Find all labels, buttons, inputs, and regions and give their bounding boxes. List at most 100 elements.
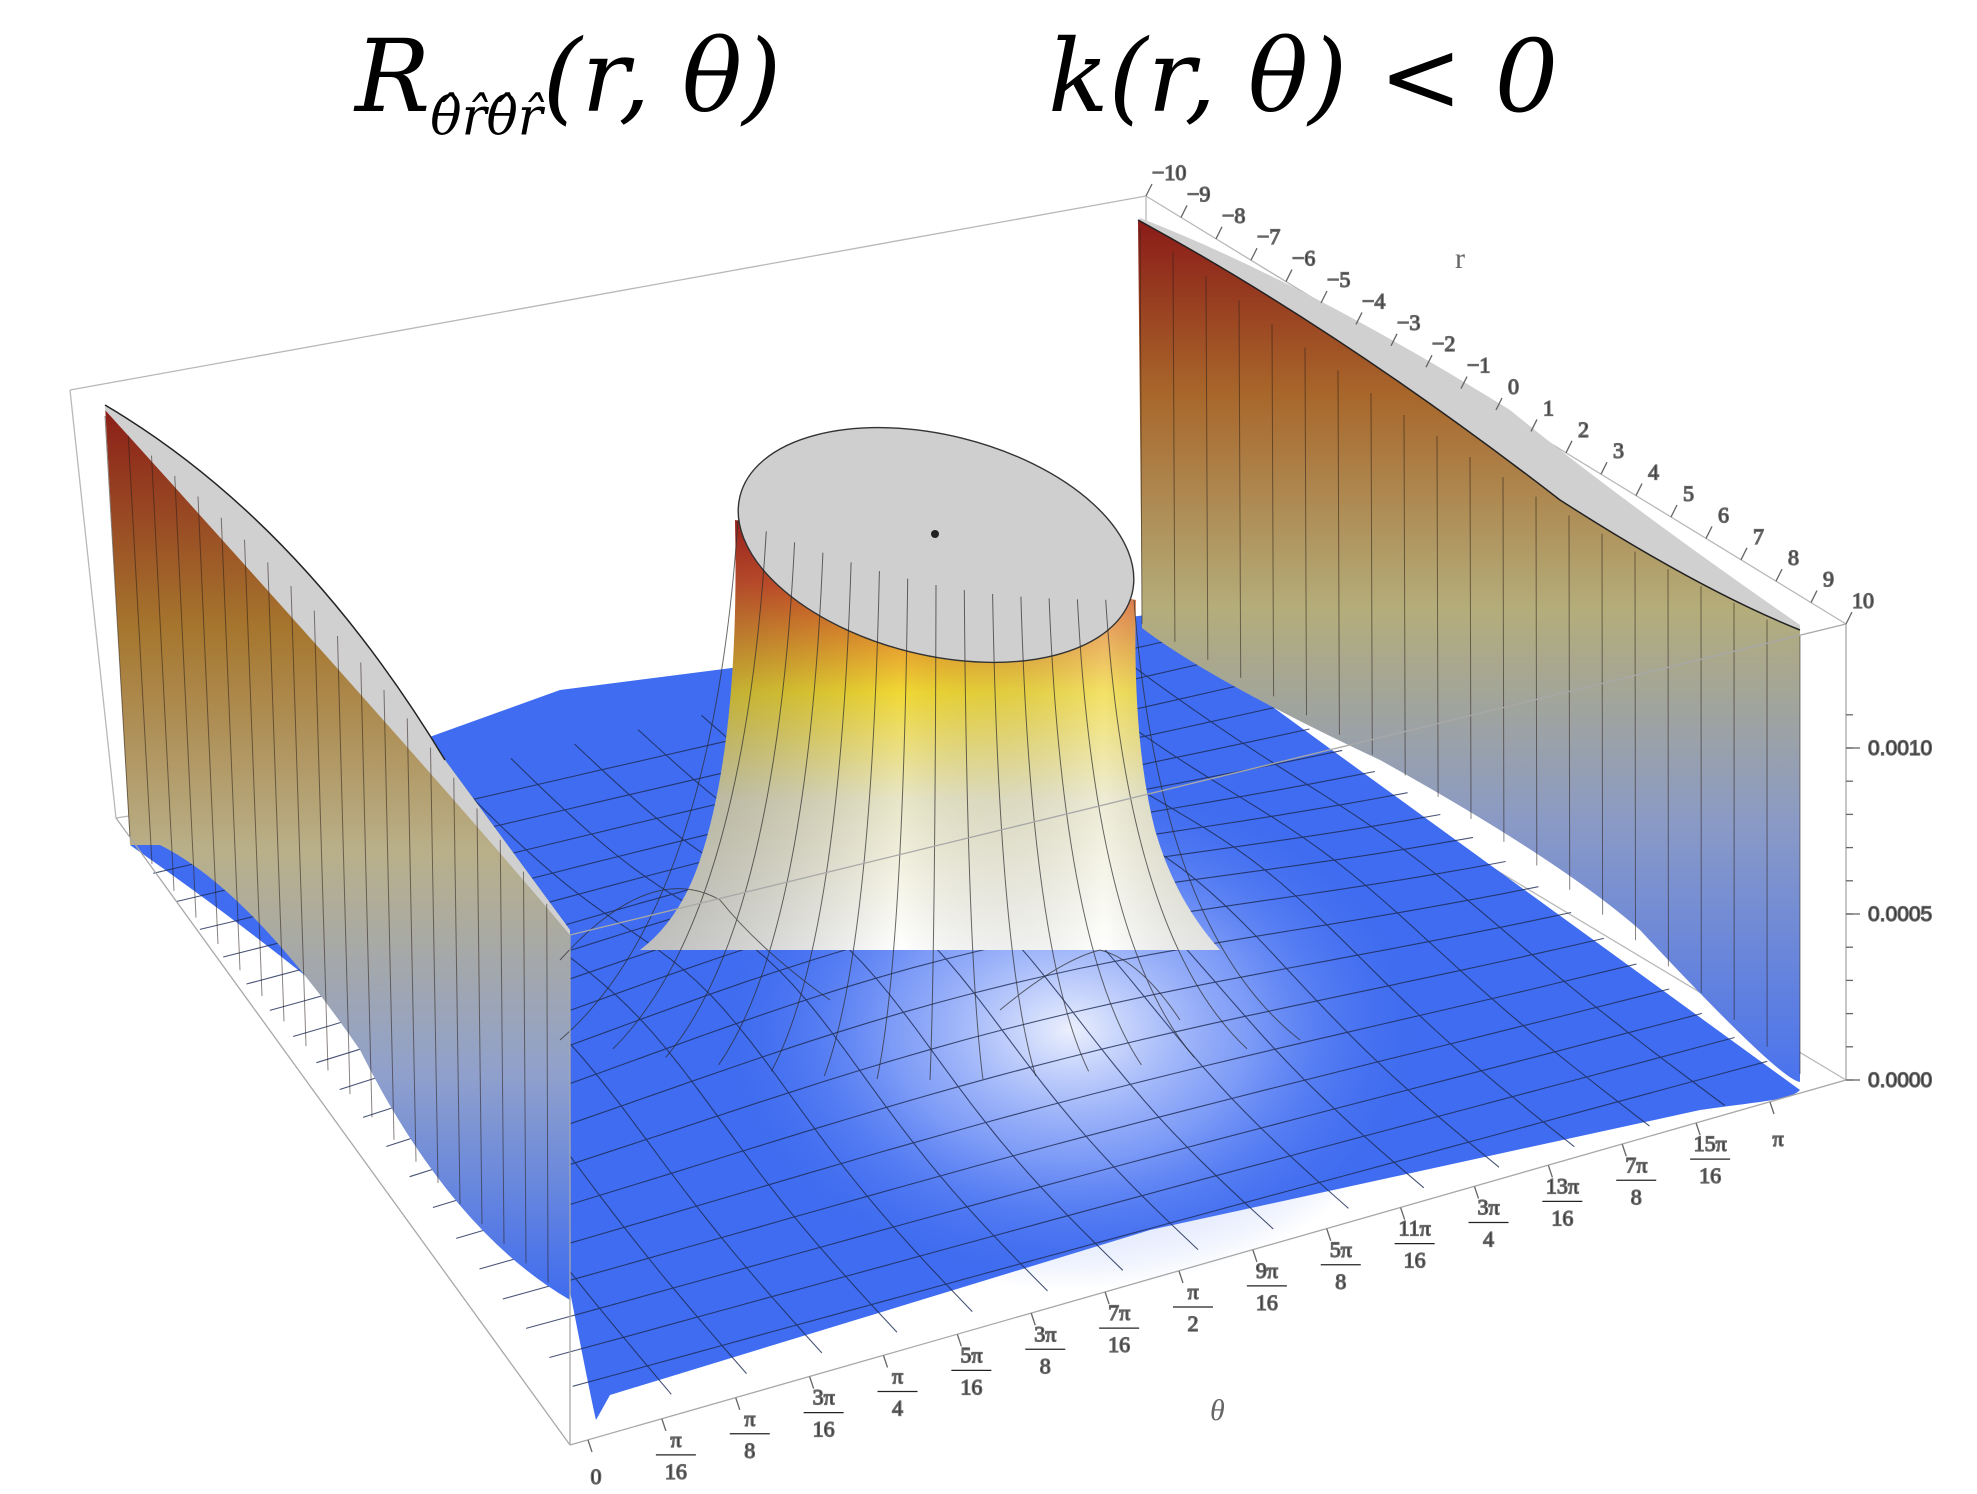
theta-tick-mark	[1769, 1101, 1775, 1115]
theta-tick-denominator: 8	[1631, 1184, 1642, 1209]
r-tick-mark	[1145, 183, 1153, 197]
theta-tick-label: π	[1772, 1126, 1783, 1151]
right-wall-gridline	[1601, 533, 1604, 915]
r-tick-mark	[1180, 205, 1188, 218]
r-tick-mark	[1600, 461, 1608, 475]
r-tick-mark	[1355, 312, 1363, 325]
r-tick-mark	[1635, 483, 1643, 496]
theta-tick-mark	[1252, 1249, 1258, 1263]
z-tick-label: 0.0005	[1868, 903, 1932, 926]
theta-tick-numerator: 11π	[1398, 1216, 1430, 1241]
floor-grid-r-line	[409, 886, 1539, 1178]
r-tick-mark	[1810, 590, 1818, 603]
r-tick-label: 5	[1683, 481, 1694, 506]
theta-tick-mark	[1473, 1186, 1480, 1199]
title-left-main: R	[355, 18, 431, 135]
r-tick-label: 6	[1718, 502, 1729, 527]
r-tick-mark	[1390, 333, 1398, 347]
title-left: Rθ̂r̂θ̂r̂(r, θ)	[355, 18, 781, 147]
floor-grid-r-line	[525, 1012, 1703, 1329]
floor-grid-r-line	[549, 1036, 1735, 1359]
left-wall-gridline	[430, 747, 439, 1184]
r-tick-mark	[1705, 526, 1713, 539]
right-wall-gridline	[1436, 436, 1439, 797]
theta-tick-denominator: 8	[744, 1438, 755, 1463]
peak-gridline	[612, 531, 767, 1050]
right-wall-gridline	[1370, 393, 1373, 755]
theta-tick-denominator: 16	[1699, 1163, 1721, 1188]
theta-tick-mark	[1400, 1207, 1406, 1220]
r-tick-label: 8	[1788, 545, 1799, 570]
left-wall-gridline	[244, 539, 263, 997]
theta-tick-denominator: 16	[665, 1459, 687, 1484]
floor-grid-r-line	[479, 963, 1637, 1270]
peak-clip-top	[737, 426, 1135, 664]
left-wall-gridline	[523, 871, 527, 1264]
peak-gridline	[718, 552, 824, 1066]
peak-gridline	[770, 562, 852, 1072]
theta-tick-denominator: 16	[1108, 1332, 1130, 1357]
r-tick-mark	[1845, 611, 1853, 625]
right-wall-gridline	[1271, 324, 1275, 697]
left-wall-gridline	[267, 562, 285, 1022]
theta-tick-numerator: π	[670, 1427, 681, 1452]
theta-tick-denominator: 16	[813, 1417, 835, 1442]
theta-tick-numerator: π	[892, 1364, 903, 1389]
right-wall-gridline	[1469, 456, 1472, 820]
r-tick-label: −3	[1397, 310, 1420, 335]
right-wall-gridline	[1568, 515, 1571, 890]
r-tick-mark	[1425, 354, 1433, 368]
left-wall-gridline	[406, 718, 417, 1162]
r-tick-label: −9	[1187, 181, 1210, 206]
theta-axis-label: θ	[1210, 1394, 1225, 1427]
r-tick-mark	[1740, 547, 1748, 561]
peak-gridline	[823, 571, 880, 1077]
peak-gridline	[876, 578, 909, 1080]
peak-gridline	[992, 593, 1037, 1077]
left-wall-gridline	[127, 435, 153, 865]
theta-tick-mark	[661, 1418, 667, 1432]
peak-gridline	[1076, 599, 1195, 1058]
theta-tick-numerator: 9π	[1256, 1258, 1278, 1283]
r-tick-label: 2	[1578, 417, 1589, 442]
left-wall-gridline	[197, 496, 219, 945]
r-tick-mark	[1250, 247, 1258, 261]
left-wall-gridline	[476, 808, 483, 1225]
theta-tick-mark	[1326, 1228, 1332, 1241]
theta-tick-mark	[1104, 1291, 1110, 1305]
left-wall-gridline	[151, 455, 175, 891]
theta-tick-denominator: 8	[1335, 1269, 1346, 1294]
right-wall-gridline	[1403, 414, 1406, 776]
peak-gridline	[665, 542, 796, 1058]
theta-tick-denominator: 16	[1551, 1205, 1573, 1230]
peak-gridline	[1105, 599, 1248, 1050]
right-wall-gridline	[1502, 477, 1505, 842]
theta-tick-numerator: 5π	[1330, 1237, 1352, 1262]
r-tick-label: −4	[1362, 288, 1385, 313]
theta-tick-denominator: 4	[1483, 1227, 1494, 1252]
right-wall-gridline	[1172, 252, 1176, 642]
floor-grid-r-line	[456, 937, 1604, 1239]
left-wall-gridline	[453, 777, 461, 1204]
theta-tick-numerator: 5π	[960, 1342, 982, 1367]
r-axis-label: r	[1455, 242, 1465, 275]
floor-grid-r-line	[386, 860, 1506, 1148]
floor-grid-r-line	[502, 988, 1670, 1300]
theta-axis: 0 π 16 π 8 3π 16 π 4 5π 16 3π 8 7π 16 π 2 9π 16 5π 8 11π 16 3π 4…	[587, 1101, 1784, 1490]
theta-tick-numerator: 3π	[1477, 1195, 1499, 1220]
left-wall-gridline	[174, 475, 197, 918]
r-tick-label: 10	[1852, 588, 1874, 613]
theta-tick-mark	[587, 1439, 593, 1453]
r-tick-label: −6	[1292, 246, 1315, 271]
r-tick-mark	[1565, 440, 1573, 454]
right-wall-gridline	[1238, 300, 1242, 678]
z-tick-label: 0.0010	[1868, 737, 1932, 760]
left-wall-gridline	[290, 585, 307, 1047]
r-tick-mark	[1285, 269, 1293, 282]
central-peak	[559, 426, 1301, 1081]
theta-tick-mark	[1621, 1144, 1627, 1157]
theta-tick-mark	[1547, 1165, 1553, 1178]
title-right: k(r, θ) < 0	[1048, 18, 1559, 135]
r-tick-label: −5	[1327, 267, 1350, 292]
r-tick-mark	[1530, 419, 1538, 432]
